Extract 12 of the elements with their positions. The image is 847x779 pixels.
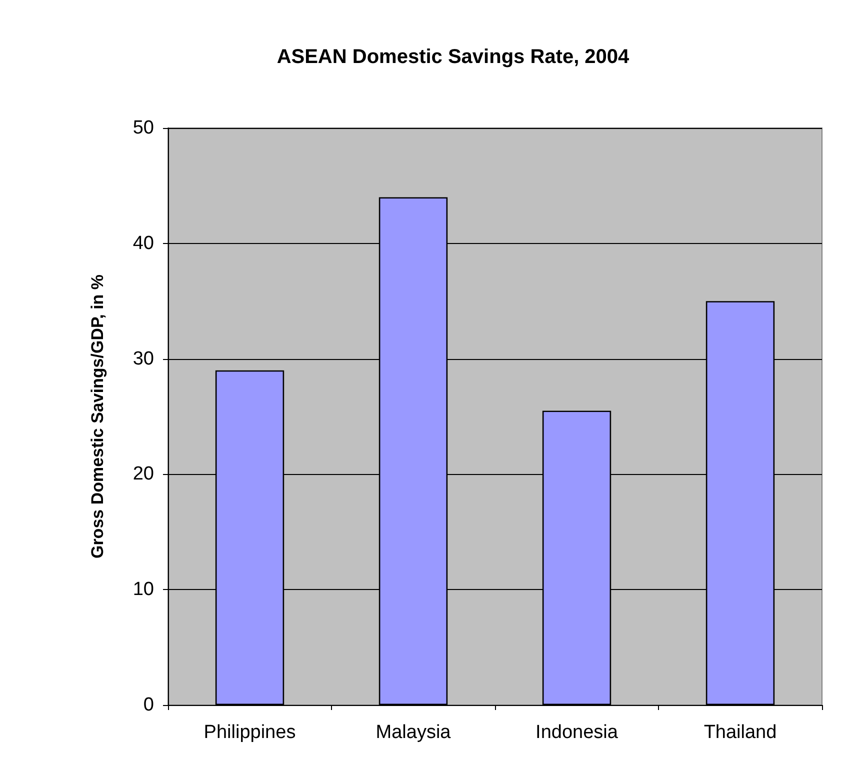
y-tick-label: 40	[132, 232, 154, 254]
y-tick-label: 10	[132, 579, 154, 600]
x-tick-label: Malaysia	[376, 722, 452, 743]
y-tick-label: 20	[132, 464, 154, 485]
y-tick-label: 30	[132, 348, 154, 370]
x-tick-label: Indonesia	[536, 722, 618, 743]
y-axis-title: Gross Domestic Savings/GDP, in %	[88, 274, 107, 559]
y-tick-label: 0	[143, 694, 154, 716]
x-tick-label: Thailand	[704, 722, 777, 743]
y-tick-label: 50	[132, 118, 154, 138]
x-tick-label: Philippines	[204, 722, 296, 743]
chart-title: ASEAN Domestic Savings Rate, 2004	[276, 46, 630, 68]
